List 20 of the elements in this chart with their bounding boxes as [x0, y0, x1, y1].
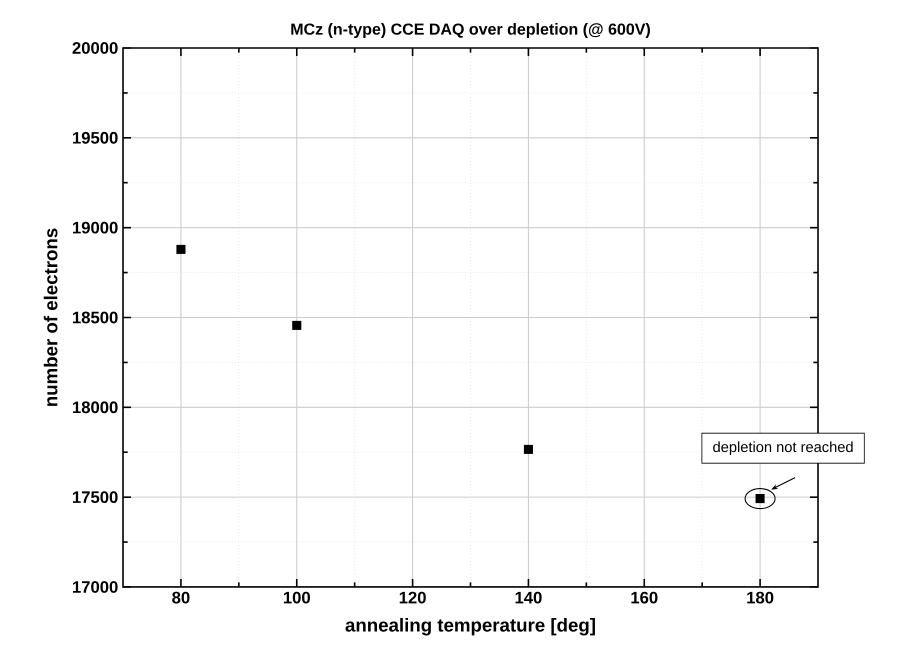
x-tick-label: 120	[400, 592, 426, 604]
y-tick-label: 18000	[73, 401, 118, 414]
y-tick-label: 19000	[73, 222, 118, 234]
y-tick-label: 17000	[73, 581, 118, 593]
y-tick-label: 20000	[72, 42, 118, 54]
y-tick-label: 19500	[73, 132, 118, 144]
point	[292, 320, 302, 330]
x-tick-label: 80	[172, 592, 190, 604]
y-tick-label: 17500	[73, 491, 118, 504]
x-tick-label: 100	[284, 592, 310, 604]
y-axis-title: number of electrons	[44, 228, 58, 406]
annotation: depletion not reached	[713, 441, 853, 456]
x-tick-label: 160	[631, 592, 658, 604]
x-axis-title: annealing temperature [deg]	[346, 618, 595, 636]
chart-title: MCz (n-type) CCE DAQ over depletion (@ 600V)	[291, 23, 650, 38]
point	[524, 444, 533, 454]
y-tick-label: 18500	[73, 312, 118, 324]
point	[176, 244, 186, 254]
x-tick-label: 180	[747, 592, 774, 604]
x-tick-label: 140	[516, 592, 542, 604]
